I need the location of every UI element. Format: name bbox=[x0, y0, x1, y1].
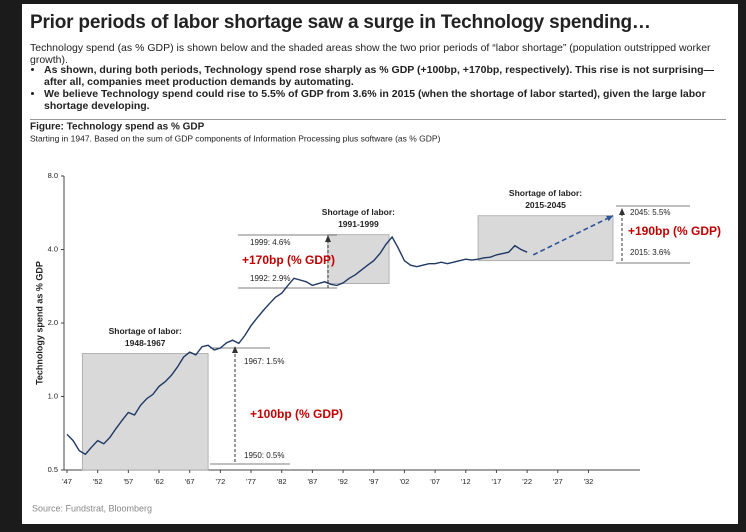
annotation-change: +190bp (% GDP) bbox=[628, 224, 721, 238]
x-tick-label: '17 bbox=[492, 477, 502, 486]
annotation-top: 2045: 5.5% bbox=[630, 208, 670, 217]
source: Source: Fundstrat, Bloomberg bbox=[32, 503, 152, 513]
annotation-top: 1967: 1.5% bbox=[244, 357, 284, 366]
intro: Technology spend (as % GDP) is shown bel… bbox=[30, 42, 711, 66]
x-tick-label: '47 bbox=[62, 477, 72, 486]
projection-line bbox=[532, 214, 614, 256]
annotation-bottom: 1950: 0.5% bbox=[244, 451, 284, 460]
x-tick-label: '02 bbox=[400, 477, 410, 486]
x-tick-label: '77 bbox=[246, 477, 256, 486]
bullet: As shown, during both periods, Technolog… bbox=[44, 64, 734, 88]
x-tick-label: '72 bbox=[215, 477, 225, 486]
x-tick-label: '52 bbox=[93, 477, 103, 486]
x-tick-label: '97 bbox=[369, 477, 379, 486]
period-range: 2015-2045 bbox=[525, 200, 566, 210]
title: Prior periods of labor shortage saw a su… bbox=[30, 12, 651, 33]
chart-subtitle: Starting in 1947. Based on the sum of GD… bbox=[30, 133, 441, 143]
data-line bbox=[66, 235, 528, 456]
annotation-arrowhead bbox=[619, 208, 625, 215]
y-tick-label: 4.0 bbox=[48, 244, 58, 253]
y-tick-label: 8.0 bbox=[48, 171, 58, 180]
annotation-change: +170bp (% GDP) bbox=[242, 253, 335, 267]
annotation-arrowhead bbox=[232, 346, 238, 353]
x-tick-label: '07 bbox=[430, 477, 440, 486]
period-title: Shortage of labor: bbox=[109, 326, 182, 336]
annotation-top: 1999: 4.6% bbox=[250, 238, 290, 247]
y-tick-label: 0.5 bbox=[48, 465, 58, 474]
y-tick-label: 2.0 bbox=[48, 318, 58, 327]
annotation-arrowhead bbox=[325, 235, 331, 242]
x-tick-label: '57 bbox=[123, 477, 133, 486]
x-tick-label: '27 bbox=[553, 477, 563, 486]
x-tick-label: '87 bbox=[308, 477, 318, 486]
x-tick-label: '67 bbox=[185, 477, 195, 486]
x-tick-label: '22 bbox=[522, 477, 532, 486]
annotation-bottom: 2015: 3.6% bbox=[630, 248, 670, 257]
annotation-change: +100bp (% GDP) bbox=[250, 407, 343, 421]
projection-arrowhead bbox=[606, 215, 613, 222]
period-title: Shortage of labor: bbox=[509, 188, 582, 198]
shaded-period bbox=[477, 215, 614, 262]
x-tick-label: '92 bbox=[338, 477, 348, 486]
period-range: 1991-1999 bbox=[338, 219, 379, 229]
y-axis-label: Technology spend as % GDP bbox=[34, 261, 44, 385]
period-title: Shortage of labor: bbox=[322, 207, 395, 217]
chart-title: Figure: Technology spend as % GDP bbox=[30, 122, 205, 133]
annotation-bottom: 1992: 2.9% bbox=[250, 274, 290, 283]
shaded-period bbox=[327, 234, 390, 285]
x-tick-label: '32 bbox=[584, 477, 594, 486]
x-tick-label: '62 bbox=[154, 477, 164, 486]
period-range: 1948-1967 bbox=[125, 338, 166, 348]
bullet: We believe Technology spend could rise t… bbox=[44, 88, 734, 112]
bullets: As shown, during both periods, Technolog… bbox=[30, 64, 734, 112]
rule bbox=[30, 119, 726, 120]
x-tick-label: '82 bbox=[277, 477, 287, 486]
shaded-period bbox=[81, 353, 209, 471]
x-tick-label: '12 bbox=[461, 477, 471, 486]
y-tick-label: 1.0 bbox=[48, 391, 58, 400]
